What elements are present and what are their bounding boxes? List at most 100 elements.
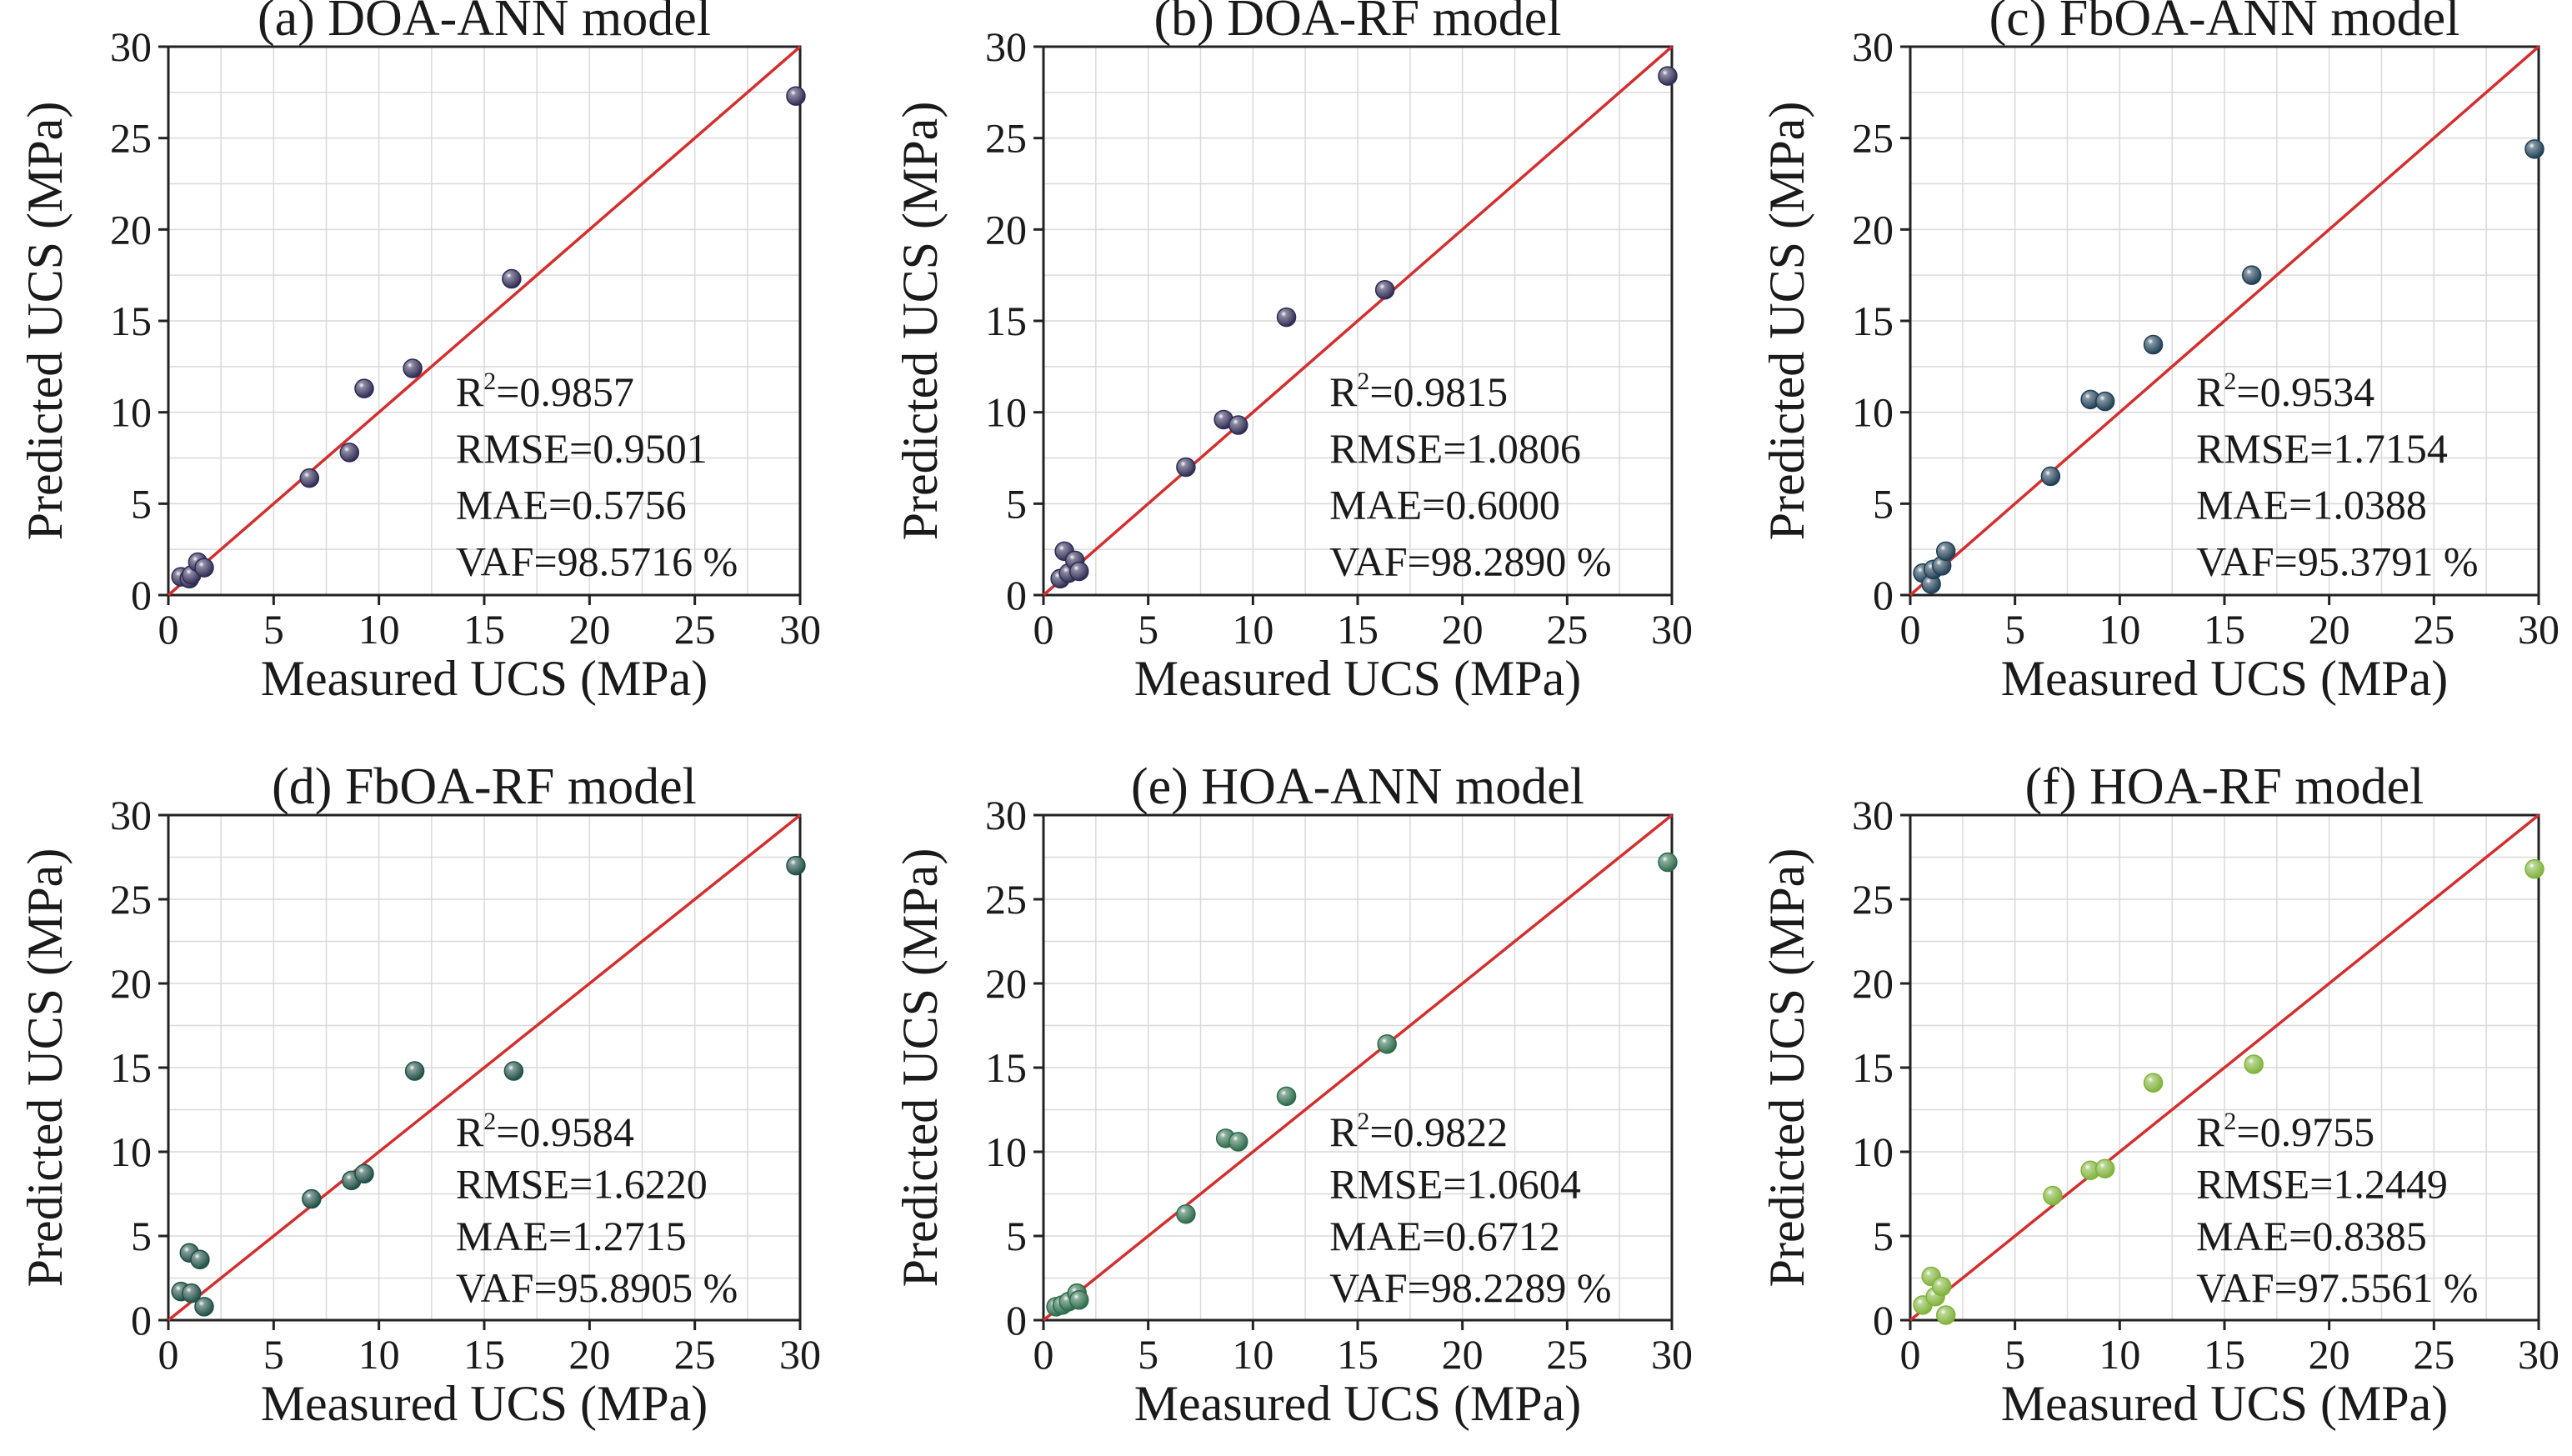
data-point [194, 558, 214, 578]
data-point [182, 1283, 202, 1303]
chart-panel: 00 5 5 10 10 15 15 20 20 25 25 30 30 (f) HOA-RF model… [1759, 758, 2559, 1431]
x-tick-label: 25 [1546, 606, 1588, 653]
r-squared-metric: R2=0.9755 [2196, 1108, 2374, 1155]
y-tick-label: 15 [985, 1044, 1027, 1091]
x-tick-label: 10 [1232, 606, 1273, 653]
chart-panel: 00 5 5 10 10 15 15 20 20 25 25 30 30 (d) FbOA-RF mode… [18, 758, 821, 1431]
y-tick-label: 5 [131, 1213, 152, 1259]
y-tick-label: 15 [110, 298, 152, 344]
r-squared-metric: R2=0.9815 [1329, 368, 1508, 415]
y-axis-label: Predicted UCS (MPa) [18, 848, 73, 1288]
rmse-metric: RMSE=1.2449 [2196, 1160, 2448, 1207]
x-axis-label: Measured UCS (MPa) [2001, 1376, 2449, 1431]
data-point [1228, 1132, 1248, 1152]
mae-metric: MAE=0.6712 [1329, 1213, 1560, 1259]
data-point [1176, 1203, 1196, 1224]
data-point [2524, 139, 2544, 159]
y-tick-label: 20 [1852, 960, 1894, 1007]
vaf-metric: VAF=98.5716 % [456, 538, 738, 584]
data-point [1228, 415, 1248, 435]
x-tick-label: 5 [263, 606, 284, 653]
data-point [503, 1061, 524, 1081]
y-tick-label: 10 [985, 389, 1027, 436]
x-tick-label: 25 [674, 1331, 716, 1378]
r-squared-metric: R2=0.9857 [456, 368, 634, 415]
x-tick-label: 25 [1546, 1331, 1588, 1378]
data-point [1068, 561, 1089, 582]
y-tick-label: 20 [1852, 206, 1894, 253]
chart-panel: 00 5 5 10 10 15 15 20 20 25 25 30 30 (c) FbOA-ANN mod… [1759, 0, 2559, 706]
chart-panel: 00 5 5 10 10 15 15 20 20 25 25 30 30 (e) HOA-ANN mode… [893, 758, 1693, 1431]
data-point [190, 1249, 210, 1270]
x-tick-label: 25 [2413, 606, 2454, 653]
y-tick-label: 20 [110, 206, 152, 253]
data-point [2094, 1158, 2115, 1178]
y-tick-label: 10 [1852, 1128, 1894, 1175]
x-tick-label: 25 [2413, 1331, 2454, 1378]
x-tick-label: 30 [779, 606, 821, 653]
y-tick-label: 0 [1006, 572, 1027, 618]
y-axis-label: Predicted UCS (MPa) [1759, 848, 1814, 1288]
vaf-metric: VAF=97.5561 % [2196, 1264, 2478, 1311]
y-tick-label: 30 [985, 23, 1027, 70]
y-tick-label: 5 [1006, 1213, 1027, 1259]
x-tick-label: 10 [2099, 606, 2140, 653]
data-point [2524, 858, 2544, 879]
x-axis-label: Measured UCS (MPa) [1134, 1376, 1582, 1431]
x-tick-label: 10 [1232, 1331, 1273, 1378]
data-point [2143, 1073, 2164, 1093]
y-axis-label: Predicted UCS (MPa) [18, 102, 73, 541]
y-tick-label: 30 [110, 23, 152, 70]
x-tick-label: 30 [779, 1331, 821, 1378]
data-point [2244, 1054, 2264, 1074]
chart-panel: 00 5 5 10 10 15 15 20 20 25 25 30 30 (b) DOA-RF model… [893, 0, 1693, 706]
x-tick-label: 20 [2309, 606, 2350, 653]
r-squared-metric: R2=0.9534 [2196, 368, 2374, 415]
y-tick-label: 0 [131, 1297, 152, 1343]
y-tick-label: 0 [131, 572, 152, 618]
mae-metric: MAE=1.2715 [456, 1213, 687, 1259]
data-point [1931, 1276, 1952, 1297]
y-tick-label: 30 [110, 792, 152, 838]
y-tick-label: 20 [110, 960, 152, 1007]
x-axis-label: Measured UCS (MPa) [2001, 651, 2449, 706]
x-axis-label: Measured UCS (MPa) [261, 651, 708, 706]
data-point [339, 443, 360, 463]
reference-line [1042, 45, 1674, 597]
x-tick-label: 20 [2309, 1331, 2350, 1378]
data-point [1068, 1290, 1089, 1310]
y-tick-label: 20 [985, 206, 1027, 253]
data-point [1935, 541, 1956, 562]
chart-title: (d) FbOA-RF model [272, 758, 697, 815]
y-tick-label: 30 [1852, 23, 1894, 70]
x-axis-label: Measured UCS (MPa) [261, 1376, 708, 1431]
data-point [1276, 1086, 1297, 1107]
x-tick-label: 15 [2204, 606, 2245, 653]
y-tick-label: 0 [1006, 1297, 1027, 1343]
vaf-metric: VAF=95.8905 % [456, 1264, 738, 1311]
x-tick-label: 0 [158, 606, 179, 653]
data-point [404, 1061, 425, 1081]
data-point [403, 358, 423, 378]
reference-line [1909, 813, 2540, 1322]
y-tick-label: 0 [1873, 1297, 1894, 1343]
data-point [2043, 1185, 2063, 1206]
x-tick-label: 0 [1900, 606, 1921, 653]
x-tick-label: 10 [358, 1331, 400, 1378]
y-axis-label: Predicted UCS (MPa) [1759, 102, 1814, 541]
y-tick-label: 25 [110, 115, 152, 162]
x-tick-label: 30 [2518, 1331, 2559, 1378]
data-point [1377, 1033, 1397, 1054]
grid [1909, 46, 2539, 596]
y-tick-label: 30 [985, 792, 1027, 838]
rmse-metric: RMSE=1.0806 [1329, 425, 1581, 472]
x-tick-label: 10 [2099, 1331, 2140, 1378]
y-axis-label: Predicted UCS (MPa) [893, 102, 948, 541]
x-tick-label: 20 [1442, 606, 1484, 653]
y-tick-label: 15 [110, 1044, 152, 1091]
rmse-metric: RMSE=1.0604 [1329, 1160, 1581, 1207]
data-point [2094, 391, 2115, 412]
x-tick-label: 5 [1138, 606, 1158, 653]
data-point [354, 1163, 374, 1184]
